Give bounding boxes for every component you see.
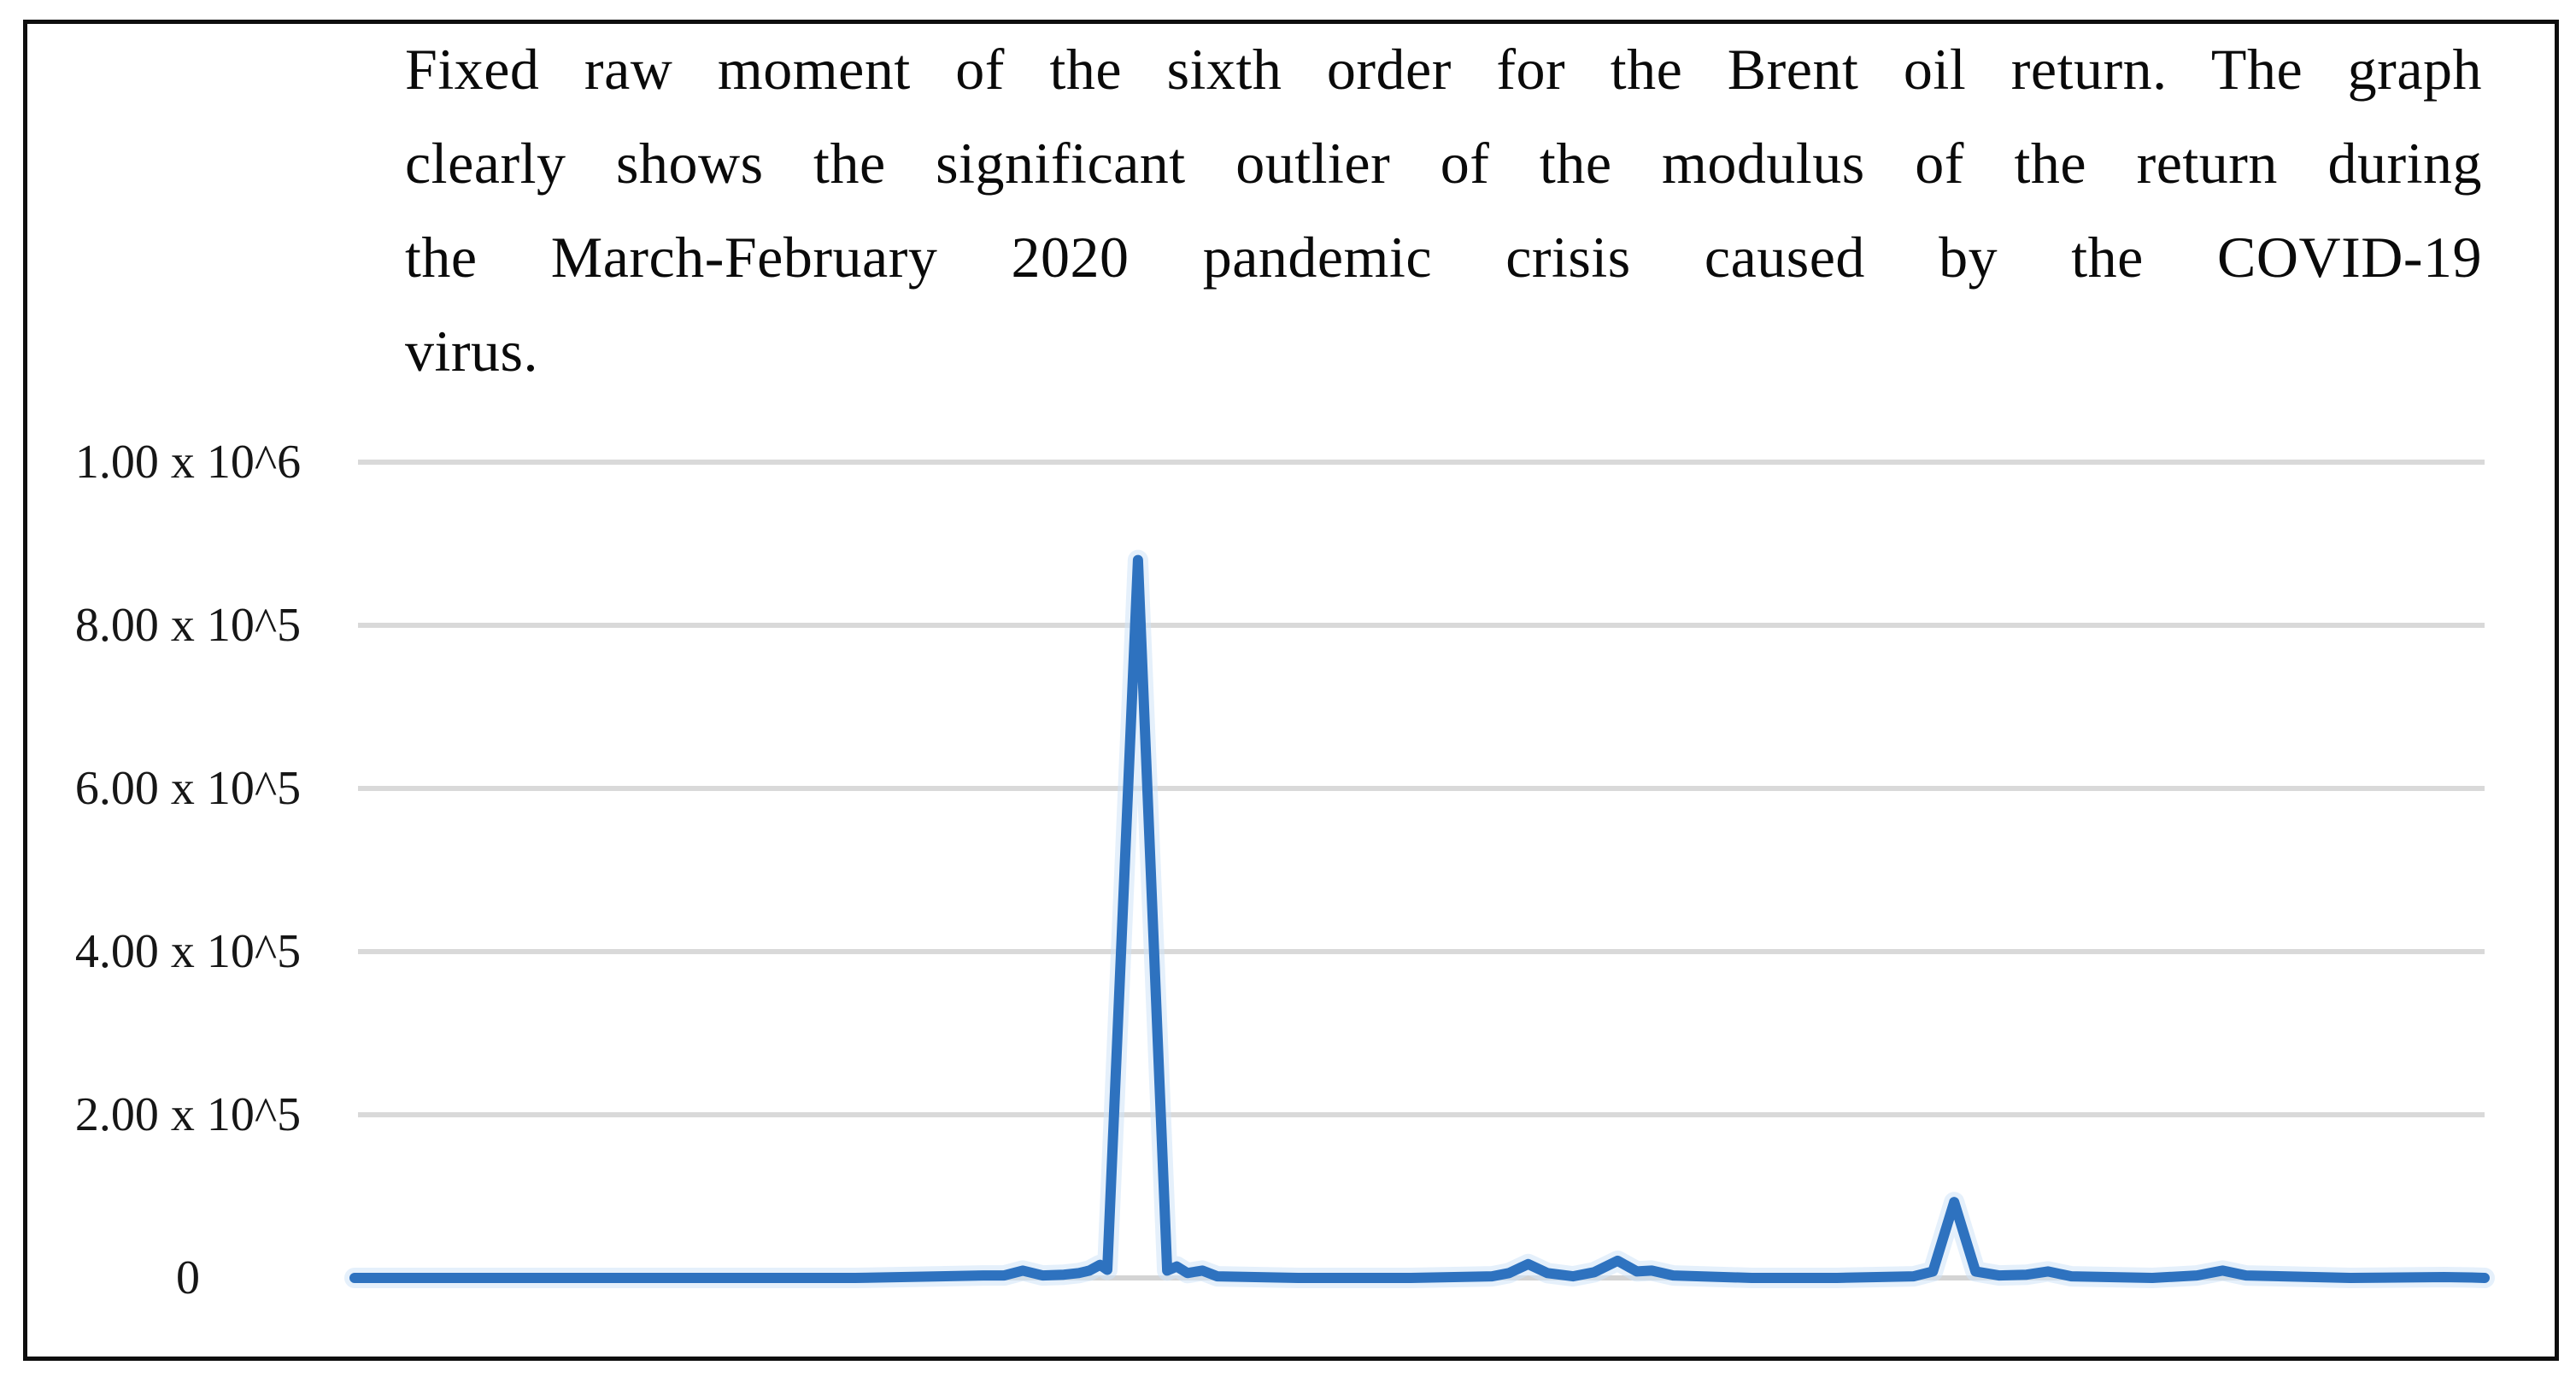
y-tick-label-4e5: 4.00 x 10^5 (74, 925, 302, 978)
y-tick-label-6e5: 6.00 x 10^5 (74, 762, 302, 815)
y-tick-label-0: 0 (176, 1251, 200, 1304)
series-group (344, 549, 2495, 1288)
figure-border-frame (23, 20, 2559, 1361)
series-line-halo (344, 549, 2495, 1288)
caption-line-1: Fixed raw moment of the sixth order for … (405, 37, 2482, 102)
caption-line-2: clearly shows the significant outlier of… (405, 131, 2482, 196)
series-line (349, 554, 2490, 1283)
y-tick-label-1e6: 1.00 x 10^6 (74, 436, 302, 489)
y-tick-label-8e5: 8.00 x 10^5 (74, 599, 302, 652)
figure-caption: Fixed raw moment of the sixth order for … (405, 22, 2482, 398)
caption-line-3: the March-February 2020 pandemic crisis … (405, 225, 2482, 290)
y-tick-label-2e5: 2.00 x 10^5 (74, 1088, 302, 1141)
caption-line-4: virus. (405, 319, 538, 384)
gridlines-group (358, 460, 2485, 1280)
